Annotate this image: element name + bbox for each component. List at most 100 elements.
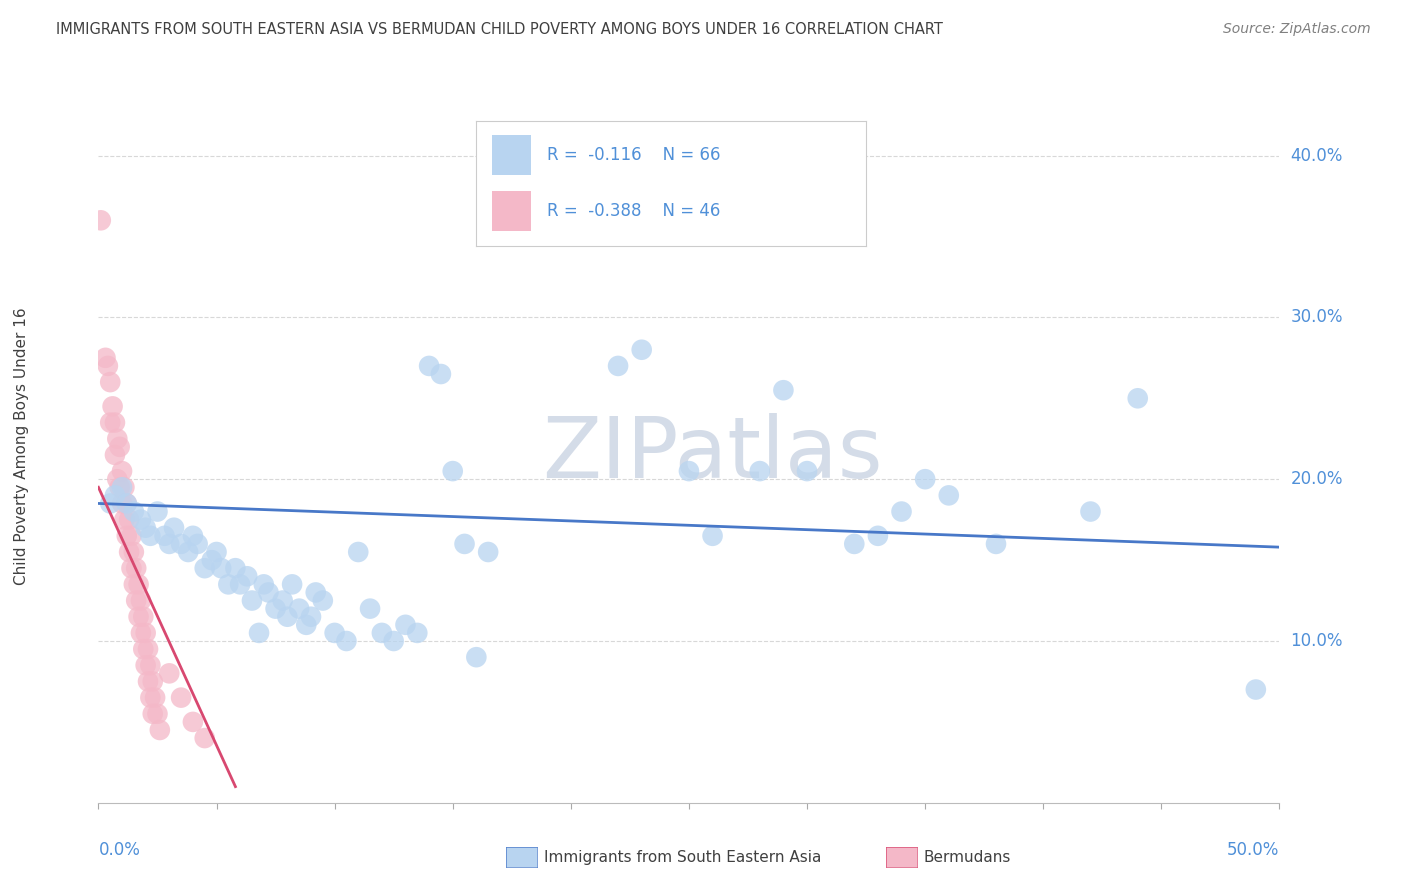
Point (630, 343, 652, 357)
Point (702, 529, 724, 543)
Point (129, 626, 152, 640)
Point (359, 601, 381, 615)
Point (240, 593, 263, 607)
Point (271, 593, 294, 607)
Point (125, 561, 148, 575)
Point (98, 375, 121, 389)
Point (108, 480, 131, 494)
Text: Immigrants from South Eastern Asia: Immigrants from South Eastern Asia (544, 850, 821, 864)
Point (157, 666, 180, 681)
Point (121, 529, 143, 543)
Point (844, 537, 866, 551)
Point (90, 213, 112, 227)
Point (347, 545, 370, 559)
Text: Child Poverty Among Boys Under 16: Child Poverty Among Boys Under 16 (14, 307, 28, 585)
Point (914, 472, 936, 486)
Point (323, 626, 346, 640)
Point (122, 545, 145, 559)
Point (194, 561, 217, 575)
Point (441, 464, 464, 478)
Text: 30.0%: 30.0% (1291, 309, 1343, 326)
Point (136, 674, 159, 689)
Point (418, 359, 440, 373)
Point (108, 440, 131, 454)
Point (143, 690, 166, 705)
Point (139, 658, 162, 673)
Text: 20.0%: 20.0% (1291, 470, 1343, 488)
Point (288, 601, 311, 615)
Point (236, 569, 259, 583)
Text: 50.0%: 50.0% (1227, 841, 1279, 859)
Point (890, 504, 912, 518)
Point (1244, 682, 1267, 697)
Point (607, 359, 630, 373)
Point (382, 634, 405, 648)
Point (217, 577, 239, 591)
Point (201, 553, 224, 567)
Point (135, 658, 157, 673)
Point (118, 545, 141, 559)
Point (101, 400, 124, 414)
Point (129, 513, 152, 527)
Point (170, 690, 193, 705)
Point (139, 529, 162, 543)
Point (121, 561, 143, 575)
Point (938, 488, 960, 502)
Point (264, 601, 287, 615)
Point (205, 545, 228, 559)
Point (796, 464, 818, 478)
Point (98, 416, 121, 430)
Point (132, 609, 155, 624)
Point (139, 690, 162, 705)
Point (125, 593, 148, 607)
Point (146, 706, 169, 721)
Point (187, 537, 209, 551)
Point (105, 432, 128, 446)
Point (122, 577, 145, 591)
Point (295, 617, 318, 632)
Point (142, 674, 165, 689)
Point (299, 609, 322, 624)
Point (157, 537, 180, 551)
Point (115, 496, 138, 510)
Point (118, 513, 141, 527)
Point (305, 585, 328, 599)
Point (224, 561, 246, 575)
Point (136, 642, 159, 657)
Point (132, 642, 155, 657)
Point (984, 537, 1007, 551)
Point (1080, 504, 1102, 518)
Point (181, 529, 204, 543)
Point (194, 731, 217, 745)
Point (115, 529, 138, 543)
Text: Bermudans: Bermudans (924, 850, 1011, 864)
Point (177, 545, 200, 559)
Point (111, 480, 134, 494)
Point (104, 448, 127, 462)
Point (112, 480, 135, 494)
Text: Source: ZipAtlas.com: Source: ZipAtlas.com (1223, 22, 1371, 37)
Point (105, 472, 128, 486)
Point (312, 593, 335, 607)
Point (678, 464, 700, 478)
Text: 40.0%: 40.0% (1291, 146, 1343, 165)
Point (94, 351, 117, 365)
Point (115, 496, 138, 510)
Point (477, 545, 499, 559)
Point (253, 577, 276, 591)
Point (453, 537, 475, 551)
Point (128, 609, 150, 624)
Point (229, 577, 252, 591)
Point (122, 504, 145, 518)
Point (135, 521, 157, 535)
Point (149, 723, 172, 737)
Point (181, 714, 204, 729)
Point (111, 496, 134, 510)
Point (465, 650, 488, 665)
Point (247, 626, 270, 640)
Point (170, 537, 193, 551)
Point (142, 706, 165, 721)
Text: ZIPatlas: ZIPatlas (543, 413, 883, 497)
Text: 0.0%: 0.0% (98, 841, 141, 859)
Point (281, 577, 304, 591)
